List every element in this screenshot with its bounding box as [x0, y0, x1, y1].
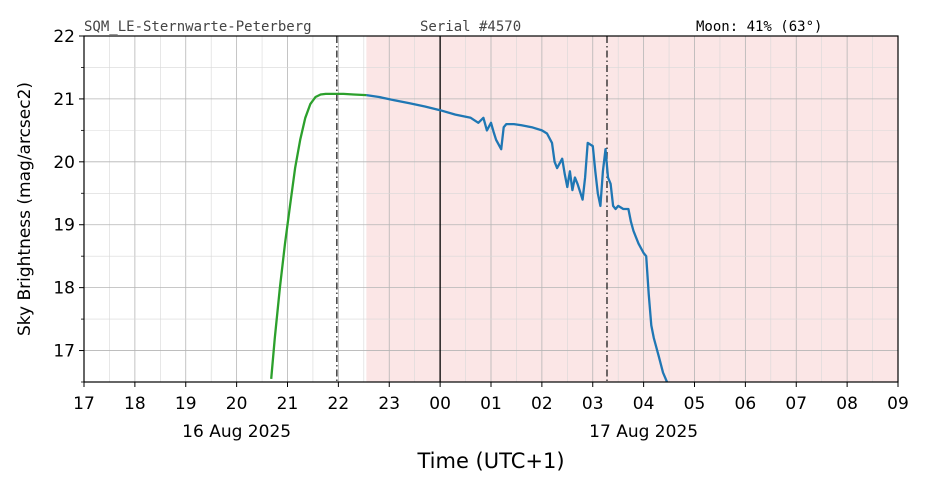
moon-info: Moon: 41% (63°) — [696, 19, 822, 35]
x-tick-label: 08 — [836, 394, 858, 414]
date-label: 17 Aug 2025 — [589, 422, 698, 442]
y-axis-label: Sky Brightness (mag/arcsec2) — [15, 82, 35, 336]
y-tick-label: 22 — [53, 27, 75, 47]
y-tick-label: 21 — [53, 90, 75, 110]
x-tick-label: 00 — [429, 394, 451, 414]
x-tick-label: 20 — [226, 394, 248, 414]
y-tick-label: 17 — [53, 342, 75, 362]
x-tick-label: 06 — [735, 394, 757, 414]
x-tick-label: 21 — [277, 394, 299, 414]
x-tick-label: 18 — [124, 394, 146, 414]
x-tick-label: 22 — [328, 394, 350, 414]
series-line-night — [366, 93, 669, 383]
y-tick-label: 18 — [53, 279, 75, 299]
x-tick-label: 02 — [531, 394, 553, 414]
x-tick-label: 01 — [480, 394, 502, 414]
x-tick-label: 19 — [175, 394, 197, 414]
serial-number: Serial #4570 — [420, 19, 521, 35]
x-axis-label: Time (UTC+1) — [416, 449, 564, 473]
series-line-twilight — [270, 92, 367, 380]
y-tick-label: 20 — [53, 153, 75, 173]
x-tick-label: 03 — [582, 394, 604, 414]
y-tick-label: 19 — [53, 216, 75, 236]
x-tick-label: 04 — [633, 394, 655, 414]
x-tick-label: 05 — [684, 394, 706, 414]
night-shade-region — [366, 36, 898, 382]
x-tick-label: 07 — [785, 394, 807, 414]
x-tick-label: 09 — [887, 394, 909, 414]
x-tick-label: 17 — [73, 394, 95, 414]
date-label: 16 Aug 2025 — [182, 422, 291, 442]
x-tick-label: 23 — [378, 394, 400, 414]
station-name: SQM_LE-Sternwarte-Peterberg — [84, 19, 312, 35]
